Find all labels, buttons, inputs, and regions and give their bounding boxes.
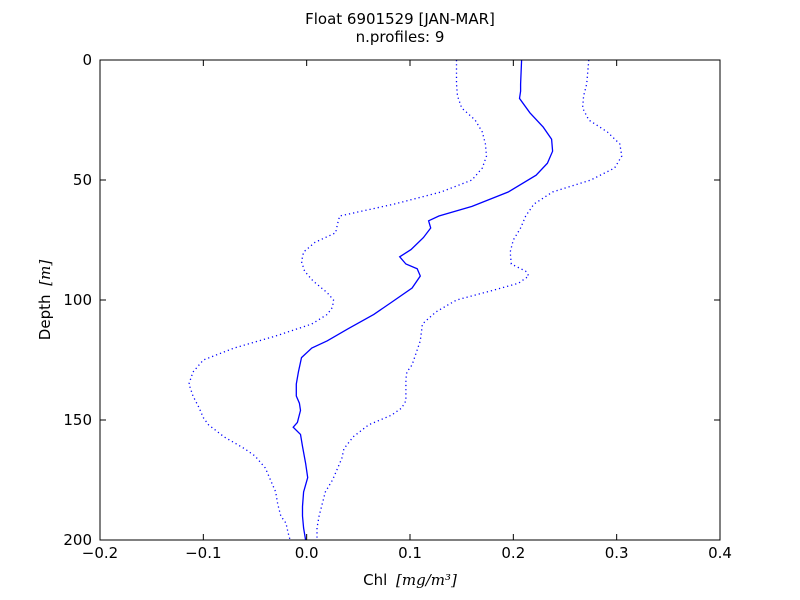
y-axis-label-text: Depth (36, 295, 54, 341)
x-tick-label: 0.1 (398, 544, 422, 562)
x-axis-label-text: Chl (363, 571, 387, 589)
x-tick-label: −0.2 (82, 544, 118, 562)
x-tick-label: −0.1 (185, 544, 221, 562)
x-axis-label-unit: [mg/m³] (396, 571, 457, 589)
series-layer (188, 60, 623, 540)
axes-frame (99, 59, 721, 541)
y-axis-label-unit: [m] (36, 260, 54, 286)
chart-title: Float 6901529 [JAN-MAR] (305, 10, 495, 28)
chart-subtitle: n.profiles: 9 (356, 28, 445, 46)
y-tick-label: 0 (82, 51, 92, 69)
plot-area: −0.2 −0.1 0.0 0.1 0.2 0.3 0.4 0 50 100 150 200 (63, 51, 732, 562)
series-line-upper (316, 60, 623, 540)
y-tick-label: 100 (63, 291, 92, 309)
y-axis: 0 50 100 150 200 (63, 51, 720, 549)
x-axis-label: Chl [mg/m³] (363, 571, 457, 589)
y-axis-label: Depth [m] (36, 260, 54, 341)
x-axis: −0.2 −0.1 0.0 0.1 0.2 0.3 0.4 (82, 60, 732, 562)
x-tick-label: 0.2 (501, 544, 525, 562)
x-tick-label: 0.4 (708, 544, 732, 562)
y-tick-label: 200 (63, 531, 92, 549)
y-tick-label: 150 (63, 411, 92, 429)
series-line-lower (188, 60, 488, 540)
x-tick-label: 0.0 (295, 544, 319, 562)
y-tick-label: 50 (73, 171, 92, 189)
x-tick-label: 0.3 (605, 544, 629, 562)
series-line-mean (292, 60, 554, 540)
